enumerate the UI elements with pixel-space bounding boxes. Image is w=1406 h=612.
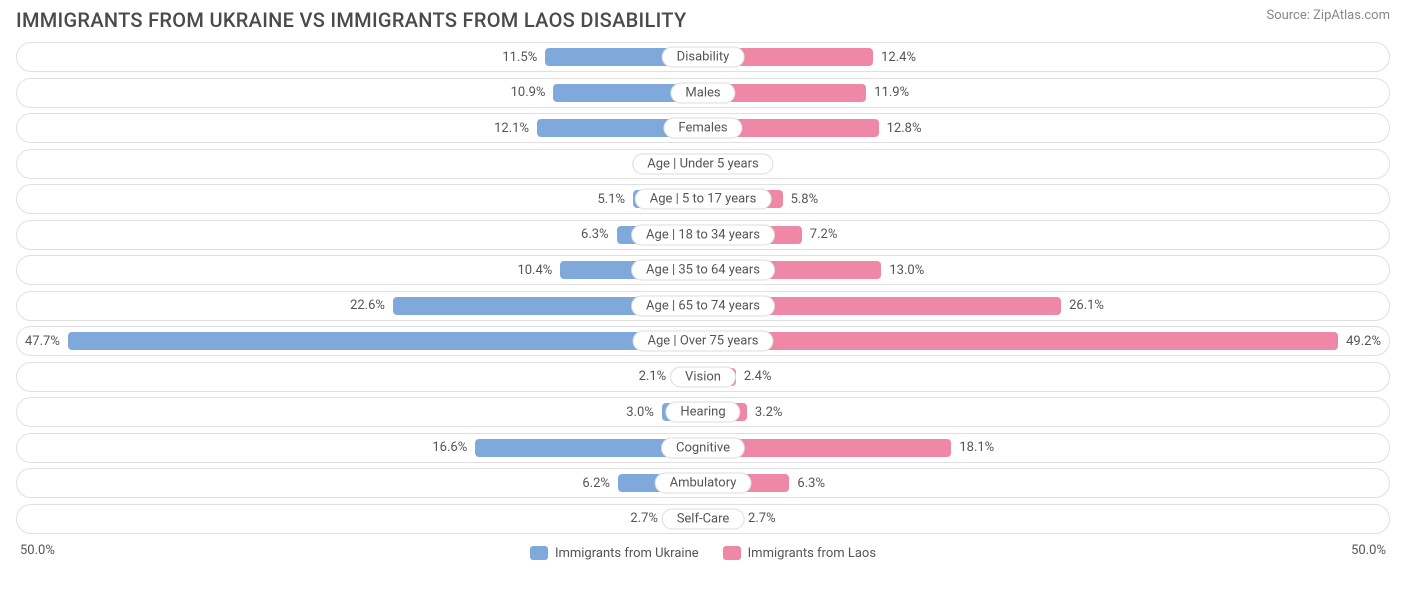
right-value: 18.1% [951,440,1002,455]
chart-row: 6.3% 7.2% Age | 18 to 34 years [16,220,1390,250]
chart-row: 1.0%1.3%Age | Under 5 years [16,149,1390,179]
left-value: 10.9% [503,85,554,100]
row-right-half: 5.8% [703,185,1389,213]
category-label: Age | 35 to 64 years [631,260,775,281]
category-label: Age | 65 to 74 years [631,295,775,316]
row-left-half: 1.0% [17,150,703,178]
category-label: Age | 18 to 34 years [631,224,775,245]
row-left-half: 11.5% [17,43,703,71]
row-left-half: 47.7% [17,327,703,355]
row-left-half: 10.9% [17,79,703,107]
chart-row: 47.7% 49.2% Age | Over 75 years [16,326,1390,356]
row-right-half: 2.4% [703,363,1389,391]
right-value: 2.4% [736,369,780,384]
left-value: 22.6% [342,298,393,313]
right-value: 12.8% [879,121,930,136]
right-value: 13.0% [881,263,932,278]
row-left-half: 2.1% [17,363,703,391]
chart-footer: 50.0% Immigrants from Ukraine Immigrants… [16,539,1390,567]
row-left-half: 22.6% [17,292,703,320]
category-label: Males [670,82,735,103]
chart-source: Source: ZipAtlas.com [1266,8,1390,23]
legend-swatch-icon [530,546,548,560]
right-value: 11.9% [866,85,917,100]
chart-row: 10.4% 13.0% Age | 35 to 64 years [16,255,1390,285]
left-value: 2.7% [622,511,666,526]
axis-label-left: 50.0% [20,543,55,558]
left-value: 3.0% [618,405,662,420]
row-right-half: 3.2% [703,398,1389,426]
category-label: Age | 5 to 17 years [635,189,772,210]
row-right-half: 6.3% [703,469,1389,497]
right-value: 2.7% [740,511,784,526]
category-label: Self-Care [662,508,745,529]
row-left-half: 16.6% [17,434,703,462]
left-value: 16.6% [424,440,475,455]
chart-header: IMMIGRANTS FROM UKRAINE VS IMMIGRANTS FR… [16,8,1390,32]
legend-item-laos: Immigrants from Laos [723,546,876,561]
row-left-half: 5.1% [17,185,703,213]
row-left-half: 12.1% [17,114,703,142]
row-right-half: 13.0% [703,256,1389,284]
right-value: 3.2% [747,405,791,420]
left-value: 47.7% [17,334,68,349]
row-left-half: 2.7% [17,505,703,533]
chart-area: 11.5% 12.4% Disability 10.9% 11.9% Males 12.1%… [16,42,1390,534]
chart-row: 22.6% 26.1% Age | 65 to 74 years [16,291,1390,321]
legend-item-ukraine: Immigrants from Ukraine [530,546,699,561]
right-value: 5.8% [783,192,827,207]
chart-row: 12.1% 12.8% Females [16,113,1390,143]
row-right-half: 49.2% [703,327,1389,355]
category-label: Disability [662,47,745,68]
row-left-half: 10.4% [17,256,703,284]
row-right-half: 12.8% [703,114,1389,142]
row-left-half: 3.0% [17,398,703,426]
chart-row: 2.7% 2.7%Self-Care [16,504,1390,534]
chart-row: 5.1% 5.8% Age | 5 to 17 years [16,184,1390,214]
row-right-half: 2.7% [703,505,1389,533]
category-label: Age | Under 5 years [632,153,773,174]
category-label: Females [663,118,742,139]
left-value: 2.1% [631,369,675,384]
left-value: 6.3% [573,227,617,242]
right-value: 26.1% [1061,298,1112,313]
row-left-half: 6.3% [17,221,703,249]
right-value: 12.4% [873,50,924,65]
left-bar [68,332,703,350]
chart-row: 6.2% 6.3% Ambulatory [16,468,1390,498]
right-value: 7.2% [802,227,846,242]
row-right-half: 18.1% [703,434,1389,462]
row-right-half: 1.3% [703,150,1389,178]
chart-row: 2.1% 2.4%Vision [16,362,1390,392]
category-label: Ambulatory [655,473,752,494]
category-label: Vision [670,366,736,387]
legend-label: Immigrants from Ukraine [555,546,699,561]
legend-label: Immigrants from Laos [748,546,876,561]
left-value: 6.2% [574,476,618,491]
category-label: Hearing [665,402,740,423]
row-left-half: 6.2% [17,469,703,497]
right-value: 49.2% [1338,334,1389,349]
legend-swatch-icon [723,546,741,560]
left-value: 11.5% [494,50,545,65]
left-value: 10.4% [509,263,560,278]
chart-row: 3.0% 3.2% Hearing [16,397,1390,427]
chart-row: 10.9% 11.9% Males [16,78,1390,108]
left-value: 12.1% [486,121,537,136]
category-label: Age | Over 75 years [633,331,774,352]
axis-label-right: 50.0% [1351,543,1386,558]
left-value: 5.1% [589,192,633,207]
row-right-half: 11.9% [703,79,1389,107]
chart-title: IMMIGRANTS FROM UKRAINE VS IMMIGRANTS FR… [16,8,686,32]
category-label: Cognitive [661,437,745,458]
row-right-half: 26.1% [703,292,1389,320]
right-value: 6.3% [789,476,833,491]
row-right-half: 12.4% [703,43,1389,71]
chart-row: 16.6% 18.1% Cognitive [16,433,1390,463]
row-right-half: 7.2% [703,221,1389,249]
chart-row: 11.5% 12.4% Disability [16,42,1390,72]
right-bar [703,332,1338,350]
